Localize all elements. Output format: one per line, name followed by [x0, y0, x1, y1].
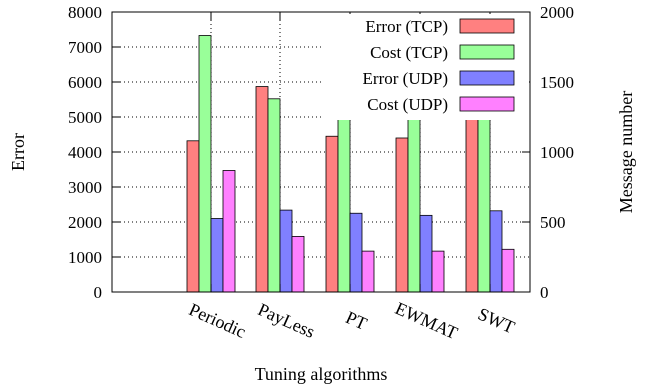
legend-label: Cost (UDP) — [367, 95, 448, 114]
bar — [395, 137, 409, 293]
bar — [186, 140, 200, 293]
bars — [186, 35, 515, 293]
y-tick-label: 3000 — [68, 178, 102, 197]
y-tick-label: 1000 — [68, 248, 102, 267]
bar — [267, 98, 281, 293]
y-tick-label: 0 — [94, 283, 103, 302]
x-axis-label: Tuning algorithms — [255, 364, 388, 384]
legend-label: Error (TCP) — [365, 17, 448, 36]
bar — [431, 250, 445, 293]
y-tick-label: 2000 — [68, 213, 102, 232]
bar — [255, 86, 269, 293]
bar — [198, 35, 212, 293]
bar — [210, 218, 224, 293]
x-tick-label: PayLess — [255, 299, 318, 342]
legend-label: Error (UDP) — [363, 69, 448, 88]
legend-swatch — [459, 70, 515, 86]
bar — [361, 250, 375, 293]
x-tick-label: EWMAT — [392, 298, 460, 343]
bar — [489, 210, 503, 293]
y-axis-label: Error — [8, 133, 28, 171]
category-labels: Periodic PayLess PT EWMAT SWT — [186, 298, 518, 343]
bar — [465, 100, 479, 293]
bar — [279, 209, 293, 293]
x-tick-label: SWT — [475, 304, 518, 338]
legend-label: Cost (TCP) — [370, 43, 448, 62]
y2-axis-label: Message number — [616, 91, 636, 213]
y2-tick-label: 2000 — [540, 3, 574, 22]
bar — [349, 212, 363, 293]
y2-tick-label: 1000 — [540, 143, 574, 162]
legend-swatch — [459, 18, 515, 34]
x-tick-label: Periodic — [186, 299, 249, 342]
y-tick-label: 5000 — [68, 108, 102, 127]
y2-tick-label: 0 — [540, 283, 549, 302]
legend: Error (TCP) Cost (TCP) Error (UDP) Cost (UD… — [324, 14, 529, 120]
y-tick-label: 8000 — [68, 3, 102, 22]
y2-tick-label: 1500 — [540, 73, 574, 92]
legend-swatch — [459, 44, 515, 60]
bar — [222, 170, 236, 293]
bar — [325, 135, 339, 293]
y-tick-label: 7000 — [68, 38, 102, 57]
y-tick-label: 4000 — [68, 143, 102, 162]
legend-swatch — [459, 96, 515, 112]
x-tick-label: PT — [343, 307, 370, 334]
axis-ticks: 0 1000 2000 3000 4000 5000 6000 7000 8000 0 500 100… — [68, 3, 574, 302]
bar — [501, 248, 515, 293]
bar — [477, 110, 491, 293]
y2-tick-label: 500 — [540, 213, 566, 232]
y-tick-label: 6000 — [68, 73, 102, 92]
bar — [419, 214, 433, 293]
bar — [291, 236, 305, 293]
